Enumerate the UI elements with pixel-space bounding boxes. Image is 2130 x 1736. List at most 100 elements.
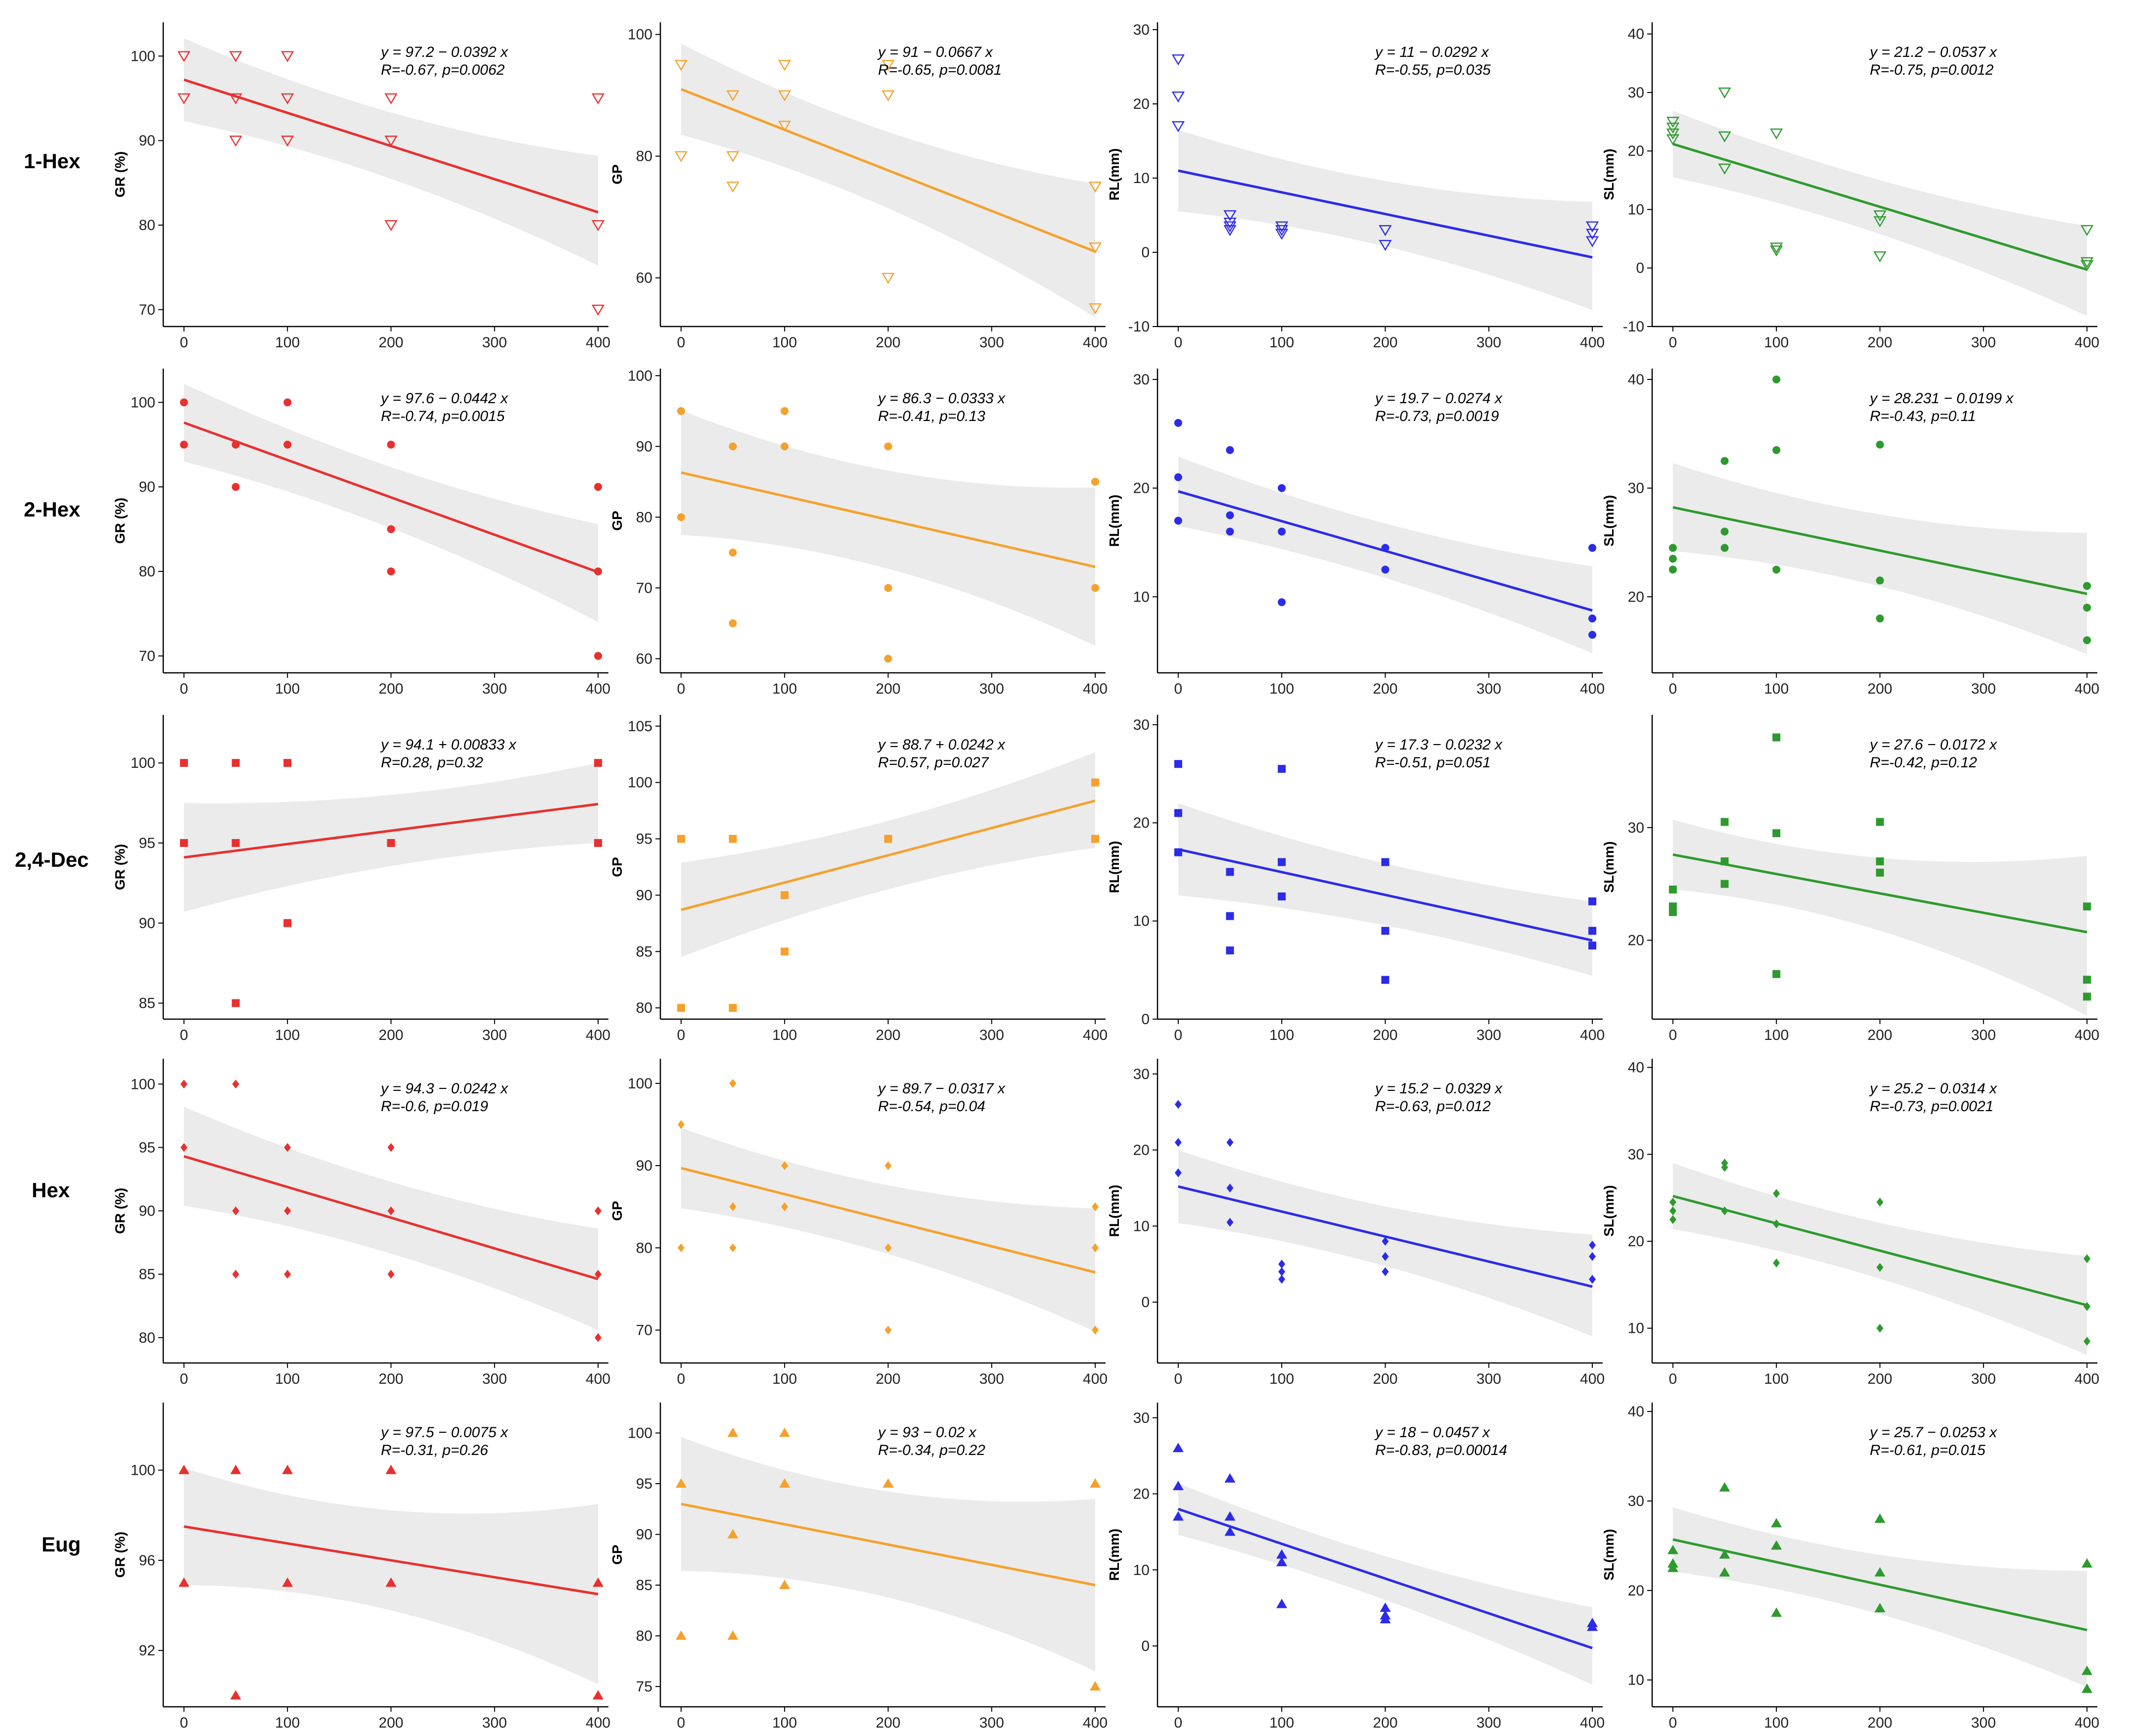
data-point [180,1143,187,1152]
data-point [1771,1607,1782,1617]
correlation-stats: R=-0.75, p=0.0012 [1870,62,1994,78]
x-tick-label: 300 [979,681,1004,697]
x-tick-label: 400 [1083,1371,1108,1387]
data-point [727,1529,739,1539]
data-point [229,93,242,105]
y-tick-label: 85 [636,1577,652,1594]
y-tick-label: 80 [139,1330,155,1346]
data-point [1092,1325,1099,1335]
data-point [180,1079,187,1089]
x-tick-label: 400 [586,1371,610,1387]
data-point [1666,117,1679,128]
correlation-stats: R=-0.42, p=0.12 [1870,754,1977,771]
data-point [1278,484,1286,492]
data-point [1276,1549,1288,1559]
data-point [2084,1337,2091,1346]
x-tick-label: 300 [1971,1715,1996,1731]
y-tick-label: 100 [628,27,652,43]
confidence-band [681,1127,1096,1332]
data-point [1226,511,1234,519]
data-point [884,584,892,592]
x-tick-label: 400 [2075,681,2099,697]
row-label-hex: Hex [32,1178,70,1202]
data-point [232,759,240,767]
y-tick-label: 70 [636,1322,652,1339]
x-tick-label: 0 [677,1715,686,1731]
data-point [675,1478,687,1488]
data-point [1772,733,1781,742]
y-tick-label: 20 [1133,1486,1150,1502]
regression-line [680,88,1096,253]
x-tick-label: 300 [1477,334,1501,351]
data-point [593,1577,604,1587]
data-point [1174,848,1182,856]
x-tick-label: 0 [1669,1371,1677,1387]
x-tick-label: 200 [1373,1027,1397,1043]
confidence-band [681,44,1096,318]
data-point [1275,229,1289,240]
y-tick-label: 80 [139,217,155,234]
x-tick-label: 100 [772,1715,797,1731]
data-point [2083,636,2091,645]
data-point [1873,251,1887,263]
data-point [2080,260,2094,272]
data-point [180,440,188,449]
y-tick-label: -10 [1128,319,1150,335]
data-point [1226,446,1234,454]
x-tick-label: 300 [979,1371,1004,1387]
x-tick-label: 400 [586,1715,610,1731]
x-tick-label: 100 [1764,1027,1789,1043]
data-point [1876,576,1884,585]
data-point [1876,1197,1884,1207]
panel-hex-gr: 80 85 90 95 100 0 100 200 300 400 GR (%) y = 94.3 −… [112,1059,610,1387]
data-point [232,483,240,491]
data-point [1667,1562,1678,1572]
x-tick-label: 100 [772,334,797,351]
data-point [1381,858,1389,866]
data-point [1223,221,1237,233]
data-point [178,1577,189,1587]
x-tick-label: 100 [275,1027,300,1043]
data-point [1720,857,1729,866]
data-point [1721,1206,1728,1216]
data-point [1174,760,1182,768]
y-axis-label: GP [609,511,625,530]
y-tick-label: 85 [139,995,155,1012]
y-axis-label: GP [609,857,625,877]
data-point [677,513,685,521]
regression-equation: y = 18 − 0.0457 x [1374,1424,1490,1441]
x-tick-label: 300 [1477,1371,1501,1387]
regression-line [681,1502,1096,1587]
data-point [1092,1202,1099,1212]
y-tick-label: 30 [1133,1410,1150,1426]
data-point [1174,419,1182,427]
data-point [2080,257,2094,269]
y-axis-label: GR (%) [112,844,128,890]
data-point [387,440,395,449]
x-tick-label: 100 [1764,681,1789,697]
data-point [729,442,737,451]
x-tick-label: 300 [1477,681,1501,697]
correlation-stats: R=0.28, p=0.32 [381,754,483,771]
x-tick-label: 100 [1764,1715,1789,1731]
y-axis-label: SL(mm) [1601,495,1617,546]
correlation-stats: R=-0.63, p=0.012 [1375,1098,1491,1115]
data-point [281,136,294,147]
y-tick-label: 95 [139,1139,155,1156]
data-point [2082,1665,2093,1675]
y-tick-label: 20 [1628,1233,1644,1250]
data-point [781,1161,788,1171]
x-tick-label: 200 [876,1715,900,1731]
data-point [1171,54,1185,66]
correlation-stats: R=-0.34, p=0.22 [878,1442,985,1458]
data-point [178,1464,189,1474]
data-point [2083,582,2091,590]
data-point [1587,1621,1598,1631]
data-point [1174,809,1182,817]
data-point [232,839,240,847]
data-point [1668,565,1677,574]
panel-1-hex-gr: 70 80 90 100 0 100 200 300 400 GR (%) y = 97.2 − 0… [112,22,610,351]
